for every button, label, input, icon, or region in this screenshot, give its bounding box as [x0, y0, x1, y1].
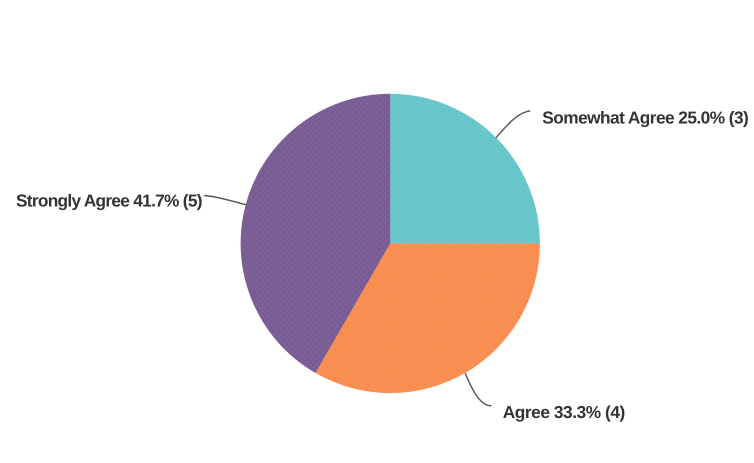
- svg-text:Somewhat Agree 25.0% (3): Somewhat Agree 25.0% (3): [542, 107, 749, 127]
- svg-text:Strongly Agree 41.7% (5): Strongly Agree 41.7% (5): [16, 190, 203, 210]
- svg-text:Agree 33.3% (4): Agree 33.3% (4): [503, 402, 626, 422]
